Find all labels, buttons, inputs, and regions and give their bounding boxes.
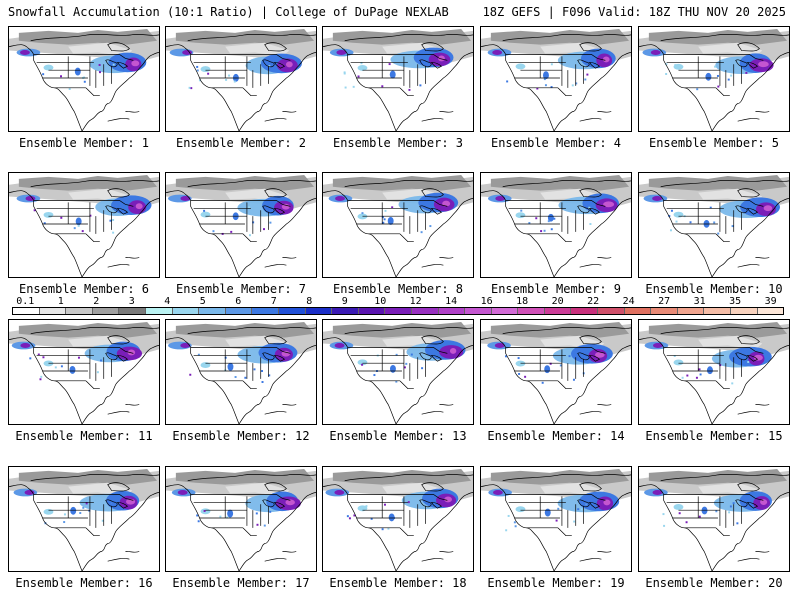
ensemble-member-label: Ensemble Member: 8 — [332, 282, 464, 296]
ensemble-member-label: Ensemble Member: 10 — [645, 282, 783, 296]
map-panel — [322, 319, 474, 425]
colorbar-swatch — [145, 308, 173, 314]
map-panel — [165, 172, 317, 278]
colorbar-swatch — [544, 308, 572, 314]
map-panel — [638, 172, 790, 278]
map-panel — [480, 466, 632, 572]
map-panel — [322, 172, 474, 278]
ensemble-member-label: Ensemble Member: 18 — [329, 576, 467, 590]
colorbar-tick-label: 18 — [516, 296, 529, 307]
colorbar-tick-label: 10 — [374, 296, 387, 307]
colorbar-tick-label: 5 — [199, 296, 206, 307]
colorbar-swatch — [39, 308, 67, 314]
colorbar-swatch — [677, 308, 705, 314]
map-panel — [165, 26, 317, 132]
colorbar-tick-label: 22 — [587, 296, 600, 307]
model-valid-time: 18Z GEFS | F096 Valid: 18Z THU NOV 20 20… — [482, 5, 786, 19]
colorbar-swatch — [438, 308, 466, 314]
colorbar-tick-label: 0.1 — [16, 296, 35, 307]
colorbar-swatch — [66, 308, 93, 314]
colorbar-tick-label: 9 — [341, 296, 348, 307]
colorbar-tick-label: 14 — [445, 296, 458, 307]
colorbar-swatch — [411, 308, 439, 314]
colorbar-swatch — [651, 308, 678, 314]
ensemble-member-label: Ensemble Member: 1 — [18, 136, 150, 150]
colorbar-swatch — [757, 308, 784, 314]
colorbar-tick-label: 8 — [306, 296, 313, 307]
colorbar-swatch — [172, 308, 200, 314]
colorbar-tick-label: 27 — [658, 296, 671, 307]
colorbar-tick-label: 16 — [480, 296, 493, 307]
ensemble-member-label: Ensemble Member: 15 — [645, 429, 783, 443]
colorbar-tick-label: 12 — [409, 296, 422, 307]
colorbar-swatch — [225, 308, 253, 314]
map-panel — [8, 319, 160, 425]
ensemble-member-label: Ensemble Member: 13 — [329, 429, 467, 443]
map-panel — [480, 26, 632, 132]
map-panel — [165, 466, 317, 572]
map-panel — [638, 26, 790, 132]
snowfall-colorbar — [12, 307, 784, 315]
ensemble-member-label: Ensemble Member: 16 — [15, 576, 153, 590]
map-panel — [480, 172, 632, 278]
ensemble-member-label: Ensemble Member: 19 — [487, 576, 625, 590]
colorbar-swatch — [13, 308, 40, 314]
map-panel — [165, 319, 317, 425]
colorbar-tick-label: 3 — [128, 296, 135, 307]
ensemble-member-label: Ensemble Member: 17 — [172, 576, 310, 590]
ensemble-member-label: Ensemble Member: 14 — [487, 429, 625, 443]
colorbar-swatch — [278, 308, 306, 314]
colorbar-tick-label: 35 — [729, 296, 742, 307]
colorbar-tick-label: 2 — [93, 296, 100, 307]
colorbar-swatch — [465, 308, 492, 314]
colorbar-swatch — [332, 308, 359, 314]
ensemble-member-label: Ensemble Member: 20 — [645, 576, 783, 590]
colorbar-swatch — [491, 308, 519, 314]
map-panel — [8, 466, 160, 572]
colorbar-tick-label: 24 — [622, 296, 635, 307]
colorbar-swatch — [119, 308, 146, 314]
colorbar-swatch — [518, 308, 545, 314]
colorbar-swatch — [731, 308, 758, 314]
ensemble-member-label: Ensemble Member: 9 — [490, 282, 622, 296]
colorbar-swatch — [704, 308, 732, 314]
ensemble-member-label: Ensemble Member: 12 — [172, 429, 310, 443]
map-panel — [8, 172, 160, 278]
colorbar-tick-label: 20 — [551, 296, 564, 307]
colorbar-tick-label: 6 — [235, 296, 242, 307]
map-panel — [322, 466, 474, 572]
colorbar-swatch — [598, 308, 625, 314]
ensemble-member-label: Ensemble Member: 3 — [332, 136, 464, 150]
colorbar-tick-label: 4 — [164, 296, 171, 307]
ensemble-member-label: Ensemble Member: 2 — [175, 136, 307, 150]
map-panel — [638, 466, 790, 572]
page-title: Snowfall Accumulation (10:1 Ratio) | Col… — [8, 5, 449, 19]
colorbar-tick-label: 39 — [764, 296, 777, 307]
ensemble-member-label: Ensemble Member: 4 — [490, 136, 622, 150]
map-panel — [480, 319, 632, 425]
colorbar-swatch — [385, 308, 412, 314]
colorbar-tick-label: 7 — [270, 296, 277, 307]
ensemble-member-label: Ensemble Member: 5 — [648, 136, 780, 150]
ensemble-member-label: Ensemble Member: 7 — [175, 282, 307, 296]
colorbar-swatch — [305, 308, 333, 314]
colorbar-swatch — [92, 308, 120, 314]
colorbar-swatch — [358, 308, 386, 314]
colorbar-swatch — [199, 308, 226, 314]
map-panel — [322, 26, 474, 132]
map-panel — [8, 26, 160, 132]
ensemble-member-label: Ensemble Member: 11 — [15, 429, 153, 443]
colorbar-tick-label: 1 — [57, 296, 64, 307]
colorbar-swatch — [252, 308, 279, 314]
colorbar-tick-label: 31 — [693, 296, 706, 307]
ensemble-member-label: Ensemble Member: 6 — [18, 282, 150, 296]
colorbar-swatch — [571, 308, 599, 314]
map-panel — [638, 319, 790, 425]
colorbar-swatch — [624, 308, 652, 314]
